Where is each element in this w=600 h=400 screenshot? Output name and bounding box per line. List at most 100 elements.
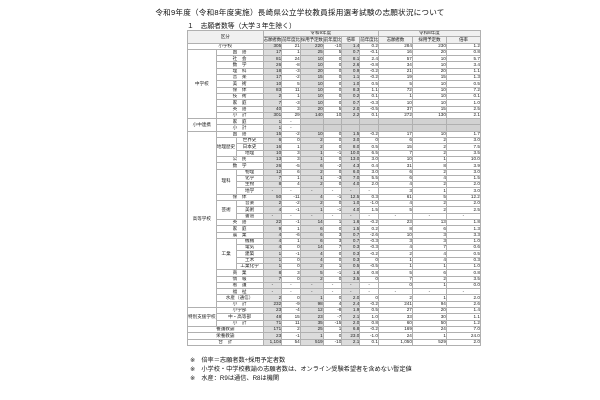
value-cell: 15 bbox=[299, 74, 324, 82]
row-label: 保 体 bbox=[215, 86, 264, 94]
row-label: 福 祉 bbox=[215, 288, 264, 296]
header-col: 前年度比 bbox=[281, 36, 301, 44]
group-label: 小中連携 bbox=[187, 118, 217, 132]
value-cell: 24.0 bbox=[445, 332, 481, 340]
value-cell bbox=[299, 118, 324, 126]
value-cell: 4 bbox=[299, 256, 324, 265]
header-col: 採用予定数 bbox=[299, 36, 324, 44]
value-cell: 3.4 bbox=[445, 61, 481, 69]
value-cell: 1.0 bbox=[341, 80, 361, 88]
row-label: 技 術 bbox=[215, 92, 264, 101]
value-cell: 10 bbox=[299, 80, 324, 88]
footnote-suisan: ※ 水産：R9は通信、R8は機関 bbox=[190, 375, 280, 382]
value-cell: -10 bbox=[322, 338, 343, 346]
value-cell: 1.6 bbox=[341, 269, 361, 277]
value-cell: 1.1 bbox=[445, 313, 481, 321]
value-cell: - bbox=[341, 288, 361, 296]
value-cell: 519 bbox=[299, 338, 324, 346]
value-cell: 3.5 bbox=[341, 275, 361, 283]
page-title: 令和9年度（令和8年度実施）長崎県公立学校教員採用選考試験の志願状況について bbox=[155, 8, 445, 17]
row-label: 土木 bbox=[235, 256, 264, 265]
row-label: 理 科 bbox=[215, 67, 264, 76]
value-cell: 1.1 bbox=[445, 67, 481, 76]
value-cell: 529 bbox=[411, 338, 447, 346]
group-label: 理科 bbox=[215, 168, 237, 195]
header-col: 志願者数 bbox=[262, 36, 283, 44]
row-label: 小学部 bbox=[215, 307, 264, 315]
value-cell: 0.3 bbox=[445, 256, 481, 265]
value-cell: 2.0 bbox=[445, 294, 481, 302]
group-label: 特別支援学校 bbox=[187, 307, 217, 327]
value-cell: 1.0 bbox=[445, 262, 481, 271]
value-cell: 7.0 bbox=[445, 325, 481, 334]
row-label: 小 計 bbox=[215, 319, 264, 327]
value-cell: 3.5 bbox=[445, 275, 481, 283]
value-cell: 20 bbox=[299, 67, 324, 76]
row-label: 合 計 bbox=[187, 338, 264, 346]
value-cell: 1 bbox=[299, 332, 324, 340]
row-label: 家 庭 bbox=[215, 99, 264, 107]
table-body: 小学校 305 21 220 -10 1.4 0.2 284 230 1.2 中学校国 語 17 1 25… bbox=[187, 42, 481, 346]
value-cell: 2.0 bbox=[341, 319, 361, 327]
group-label: 地理歴史 bbox=[215, 137, 237, 157]
header-kubun: 区分 bbox=[187, 30, 264, 44]
value-cell: - bbox=[341, 281, 361, 290]
row-label: 小 計 bbox=[215, 300, 264, 309]
value-cell: 1.3 bbox=[445, 74, 481, 82]
value-cell: 8.3 bbox=[341, 86, 361, 94]
value-cell: 2.4 bbox=[341, 300, 361, 309]
value-cell: 1.1 bbox=[341, 74, 361, 82]
value-cell: 20 bbox=[299, 105, 324, 113]
value-cell: 10 bbox=[299, 61, 324, 69]
value-cell: 1,104 bbox=[262, 338, 283, 346]
row-label: 情 報 bbox=[215, 275, 264, 283]
value-cell: 0.5 bbox=[445, 250, 481, 258]
value-cell: 5 bbox=[299, 269, 324, 277]
value-cell: 2.0 bbox=[341, 105, 361, 113]
row-label: 工業化学 bbox=[235, 262, 264, 271]
applicants-table: 区分 令和9年度 令和8年度 志願者数 前年度比 採用予定数 前年度比 倍率 前年度比 志願者数採… bbox=[187, 29, 481, 346]
value-cell: 7.2 bbox=[445, 86, 481, 94]
group-label: 工業 bbox=[215, 237, 237, 271]
value-cell: 2 bbox=[299, 262, 324, 271]
header-col: 前年度比 bbox=[359, 36, 379, 44]
value-cell: 0.2 bbox=[341, 92, 361, 101]
value-cell: 2.6 bbox=[341, 61, 361, 69]
value-cell: 10 bbox=[299, 86, 324, 94]
value-cell: 2.0 bbox=[341, 294, 361, 302]
table-header: 区分 令和9年度 令和8年度 志願者数 前年度比 採用予定数 前年度比 倍率 前年度比 志願者数採… bbox=[187, 29, 481, 44]
value-cell: 1.2 bbox=[445, 319, 481, 327]
value-cell: 2.0 bbox=[445, 338, 481, 346]
footnote-ratio: ※ 倍率＝志願者数÷採用予定者数 bbox=[190, 357, 286, 364]
value-cell: 2.5 bbox=[445, 105, 481, 113]
row-label: 家 庭 bbox=[215, 118, 264, 126]
section-label: １ 志願者数等（大学３年生除く） bbox=[187, 23, 296, 30]
value-cell: 54 bbox=[281, 338, 301, 346]
value-cell: 2.1 bbox=[341, 313, 361, 321]
footnote-provisional: ※ 小学校・中学校教諭の志願者数は、オンライン受験希望者を含めない暫定値 bbox=[190, 366, 412, 373]
value-cell: 10 bbox=[299, 92, 324, 101]
group-label: 中学校 bbox=[187, 48, 217, 120]
value-cell: 0.1 bbox=[359, 338, 379, 346]
value-cell: 0.0 bbox=[445, 281, 481, 290]
row-label: 音 楽 bbox=[215, 74, 264, 82]
value-cell bbox=[445, 118, 481, 126]
value-cell: 12 bbox=[299, 307, 324, 315]
value-cell: 1.9 bbox=[341, 307, 361, 315]
value-cell: 0.1 bbox=[445, 92, 481, 101]
value-cell: 35 bbox=[299, 319, 324, 327]
value-cell: 2.1 bbox=[341, 338, 361, 346]
value-cell: 10 bbox=[299, 99, 324, 107]
value-cell: 23 bbox=[299, 313, 324, 321]
value-cell: 23.0 bbox=[341, 332, 361, 340]
row-label: 数 学 bbox=[215, 61, 264, 69]
value-cell: 0.7 bbox=[341, 99, 361, 107]
value-cell: 4 bbox=[299, 250, 324, 258]
value-cell: 25 bbox=[299, 325, 324, 334]
value-cell: 1.0 bbox=[445, 99, 481, 107]
value-cell: 1,050 bbox=[377, 338, 413, 346]
value-cell: 0.3 bbox=[341, 250, 361, 258]
row-label: 水産（通信） bbox=[215, 294, 264, 302]
value-cell: 0.9 bbox=[341, 67, 361, 76]
value-cell: 0.3 bbox=[341, 256, 361, 265]
